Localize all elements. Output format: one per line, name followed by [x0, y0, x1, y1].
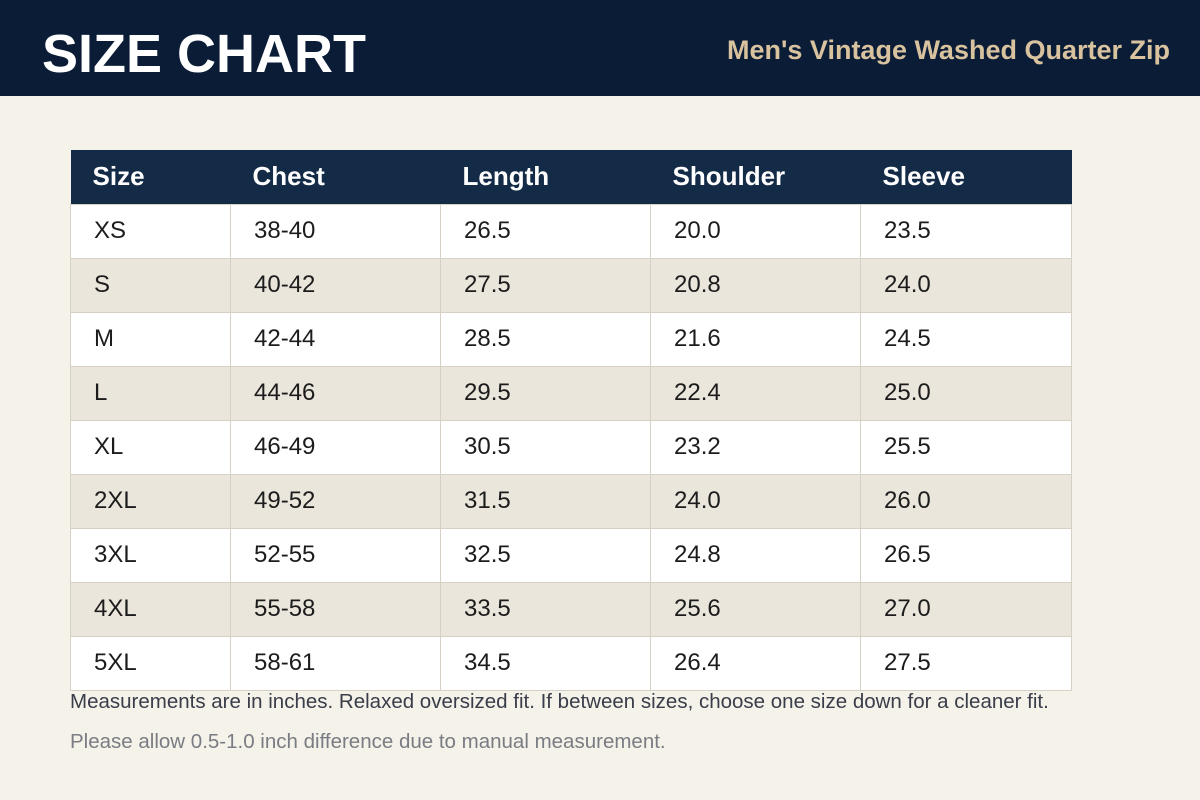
header-row: Size Chest Length Shoulder Sleeve: [70, 150, 1072, 204]
subtitle: Men's Vintage Washed Quarter Zip: [726, 35, 1170, 65]
header: SIZE CHART Men's Vintage Washed Quarter …: [0, 0, 1200, 96]
column-header: Shoulder: [650, 150, 861, 204]
table-cell: 55-58: [230, 581, 441, 637]
table-cell: 32.5: [440, 527, 651, 583]
table-cell: 28.5: [440, 311, 651, 367]
column-header: Size: [70, 150, 231, 204]
table-cell: 46-49: [230, 419, 441, 475]
table-row: XL 46-49 30.5 23.2 25.5: [70, 419, 1072, 475]
table-cell: 38-40: [230, 203, 441, 259]
table-cell: M: [70, 311, 231, 367]
table-cell: 34.5: [440, 635, 651, 691]
table-cell: 30.5: [440, 419, 651, 475]
title: SIZE CHART: [42, 24, 366, 84]
note: Please allow 0.5-1.0 inch difference due…: [70, 730, 666, 753]
table-row: 4XL 55-58 33.5 25.6 27.0: [70, 581, 1072, 637]
table-row: 2XL 49-52 31.5 24.0 26.0: [70, 473, 1072, 529]
table-cell: 27.5: [860, 635, 1072, 691]
table-cell: 26.5: [440, 203, 651, 259]
column-header: Sleeve: [860, 150, 1072, 204]
table-cell: 5XL: [70, 635, 231, 691]
column-header: Length: [440, 150, 651, 204]
table-row: 5XL 58-61 34.5 26.4 27.5: [70, 635, 1072, 691]
table-cell: 33.5: [440, 581, 651, 637]
table-cell: 23.2: [650, 419, 861, 475]
table-cell: 25.5: [860, 419, 1072, 475]
table-cell: 26.5: [860, 527, 1072, 583]
table-cell: 27.5: [440, 257, 651, 313]
size-table: Size Chest Length Shoulder Sleeve XS 38-40 26.…: [70, 150, 1072, 691]
table-cell: 42-44: [230, 311, 441, 367]
table-row: S 40-42 27.5 20.8 24.0: [70, 257, 1072, 313]
table-cell: XL: [70, 419, 231, 475]
table-cell: 20.0: [650, 203, 861, 259]
table-cell: 4XL: [70, 581, 231, 637]
table-cell: 27.0: [860, 581, 1072, 637]
table-row: L 44-46 29.5 22.4 25.0: [70, 365, 1072, 421]
table-cell: 20.8: [650, 257, 861, 313]
table-cell: 29.5: [440, 365, 651, 421]
column-header: Chest: [230, 150, 441, 204]
table-cell: L: [70, 365, 231, 421]
table-row: XS 38-40 26.5 20.0 23.5: [70, 203, 1072, 259]
table-cell: 24.5: [860, 311, 1072, 367]
table-cell: 24.8: [650, 527, 861, 583]
table-cell: S: [70, 257, 231, 313]
table-cell: 22.4: [650, 365, 861, 421]
table-cell: XS: [70, 203, 231, 259]
note: Measurements are in inches. Relaxed over…: [70, 690, 1049, 713]
table-cell: 3XL: [70, 527, 231, 583]
table-row: M 42-44 28.5 21.6 24.5: [70, 311, 1072, 367]
table-row: 3XL 52-55 32.5 24.8 26.5: [70, 527, 1072, 583]
table-cell: 21.6: [650, 311, 861, 367]
table-cell: 52-55: [230, 527, 441, 583]
table-cell: 25.0: [860, 365, 1072, 421]
table-cell: 24.0: [860, 257, 1072, 313]
table-cell: 40-42: [230, 257, 441, 313]
table-cell: 26.4: [650, 635, 861, 691]
table-cell: 25.6: [650, 581, 861, 637]
table-cell: 24.0: [650, 473, 861, 529]
table-cell: 49-52: [230, 473, 441, 529]
table-cell: 44-46: [230, 365, 441, 421]
table-cell: 23.5: [860, 203, 1072, 259]
table-cell: 58-61: [230, 635, 441, 691]
table-cell: 26.0: [860, 473, 1072, 529]
table-cell: 31.5: [440, 473, 651, 529]
table-cell: 2XL: [70, 473, 231, 529]
